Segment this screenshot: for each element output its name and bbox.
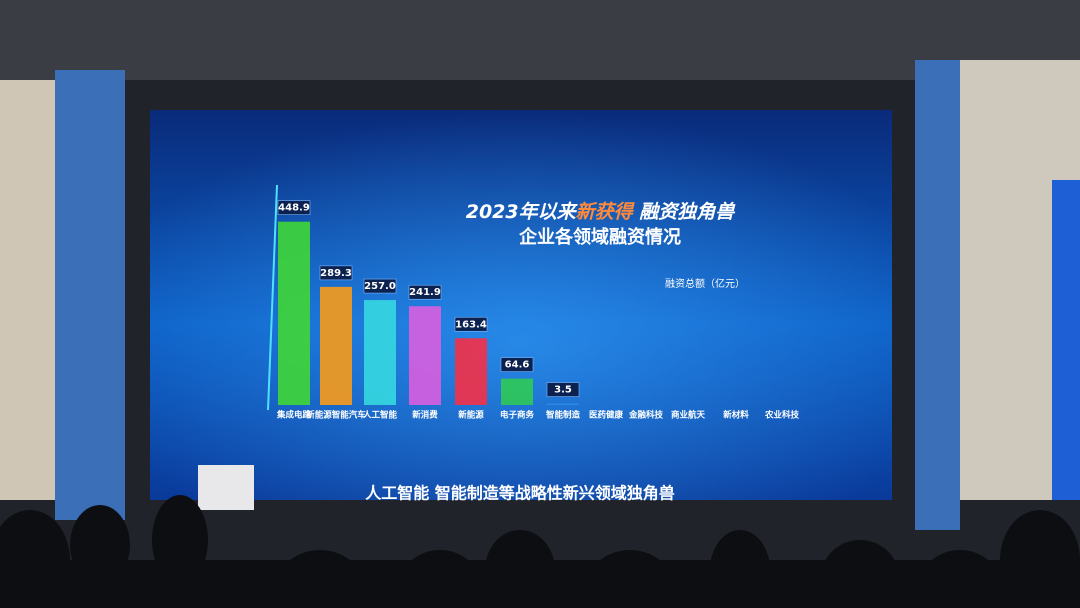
x-tick-label: 商业航天 <box>671 410 706 421</box>
value-label: 241.9 <box>409 287 441 298</box>
x-tick-label: 人工智能 <box>363 410 398 421</box>
bar <box>409 306 441 405</box>
x-tick-label: 金融科技 <box>628 410 664 421</box>
value-label-box <box>408 284 442 300</box>
x-tick-label: 医药健康 <box>589 410 624 421</box>
y-axis-arrow <box>267 184 278 411</box>
value-label-box <box>363 278 397 294</box>
caption: 人工智能 智能制造等战略性新兴领域独角兽 <box>365 484 675 503</box>
value-label: 448.9 <box>278 203 310 214</box>
value-label: 3.5 <box>554 385 572 396</box>
x-tick-label: 新能源智能汽车 <box>306 410 366 421</box>
side-screen <box>1052 180 1080 500</box>
pillar-left <box>55 70 125 520</box>
value-label: 64.6 <box>505 360 530 371</box>
x-tick-label: 新能源 <box>458 410 484 421</box>
bar <box>364 300 396 405</box>
x-tick-label: 新消费 <box>412 410 438 421</box>
value-label-box <box>500 357 534 372</box>
screen-glow <box>150 110 892 500</box>
ceiling <box>0 0 1080 80</box>
value-label-box <box>319 265 353 281</box>
value-label: 163.4 <box>455 319 487 330</box>
bar <box>501 378 533 405</box>
value-label-box <box>546 382 580 397</box>
chart-subtitle: 企业各领域融资情况 <box>518 226 681 248</box>
pillar-right <box>915 60 960 530</box>
x-tick-label: 新材料 <box>723 410 749 421</box>
title-part: 融资独角兽 <box>633 201 737 223</box>
bar <box>547 403 579 405</box>
unit-label: 融资总额（亿元） <box>665 277 745 290</box>
chart-title: 2023年以来新获得 融资独角兽 <box>466 201 737 223</box>
x-tick-label: 集成电路 <box>276 410 312 421</box>
bar <box>455 338 487 405</box>
bar <box>320 286 352 405</box>
value-label-box <box>277 200 311 215</box>
title-part: 2023年以来 <box>466 201 579 223</box>
value-label: 289.3 <box>320 268 352 279</box>
x-tick-label: 农业科技 <box>764 410 800 421</box>
value-label-box <box>454 316 488 332</box>
wall-left <box>0 80 55 500</box>
x-tick-label: 电子商务 <box>500 410 535 421</box>
value-label: 257.0 <box>364 281 396 292</box>
bar <box>278 221 310 405</box>
podium <box>198 465 254 510</box>
x-tick-label: 智能制造 <box>545 410 581 421</box>
audience <box>0 495 1080 608</box>
title-highlight: 新获得 <box>576 201 636 223</box>
